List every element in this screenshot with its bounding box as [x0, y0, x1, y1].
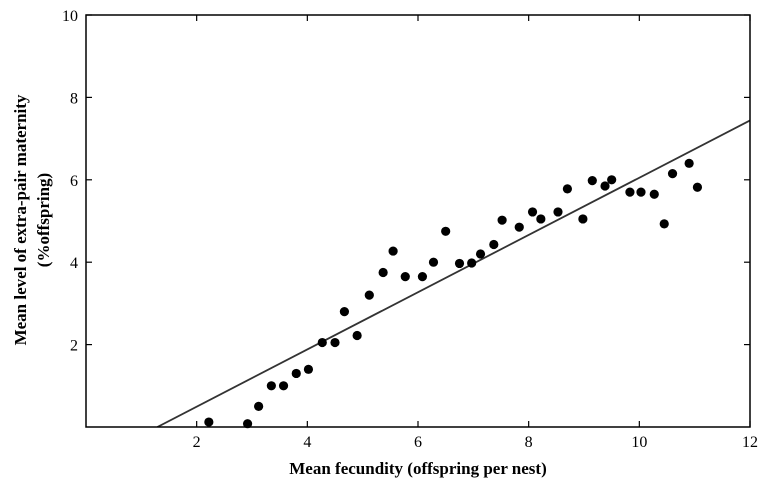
data-point	[578, 214, 588, 224]
data-point	[428, 257, 439, 267]
x-tick-label: 8	[525, 434, 533, 451]
data-point	[607, 175, 617, 185]
data-point	[364, 290, 374, 300]
data-point	[489, 239, 499, 250]
x-tick-label: 10	[631, 434, 647, 451]
y-axis-label-line-2: (%offspring)	[34, 173, 53, 267]
data-point	[400, 272, 410, 282]
data-point	[649, 189, 659, 199]
data-point	[291, 368, 301, 379]
data-point	[278, 381, 289, 391]
data-point	[339, 307, 350, 317]
data-point	[625, 187, 635, 197]
data-point	[242, 419, 253, 429]
x-tick-label: 6	[414, 434, 422, 451]
y-tick-label: 8	[70, 90, 78, 107]
data-point	[254, 401, 264, 411]
y-tick-label: 10	[62, 8, 78, 25]
y-tick-label: 4	[70, 255, 78, 272]
x-axis-label: Mean fecundity (offspring per nest)	[289, 459, 547, 478]
data-point	[553, 207, 563, 217]
data-point	[497, 215, 507, 225]
data-point	[417, 272, 428, 282]
y-tick-label: 6	[70, 173, 78, 190]
data-point	[266, 381, 276, 391]
data-point	[330, 337, 340, 348]
data-point	[684, 158, 694, 168]
data-point	[600, 181, 610, 191]
data-points	[204, 158, 703, 429]
data-point	[562, 184, 573, 194]
y-tick-label: 2	[70, 338, 78, 355]
data-point	[527, 207, 538, 217]
data-point	[475, 249, 486, 259]
data-point	[659, 219, 669, 229]
data-point	[204, 417, 214, 427]
x-tick-label: 2	[193, 434, 201, 451]
data-point	[317, 337, 327, 348]
data-point	[454, 258, 465, 269]
plot-area	[156, 119, 750, 427]
regression-line	[156, 119, 750, 427]
data-point	[378, 267, 388, 278]
data-point	[667, 169, 678, 179]
data-point	[352, 330, 362, 341]
data-point	[636, 187, 646, 197]
data-point	[467, 258, 477, 268]
data-point	[536, 214, 546, 224]
data-point	[587, 176, 597, 186]
data-point	[441, 226, 451, 236]
data-point	[692, 182, 703, 192]
plot-frame	[85, 14, 751, 428]
x-tick-label: 4	[303, 434, 311, 451]
data-point	[388, 246, 398, 256]
data-point	[303, 364, 314, 374]
y-axis-label-line-1: Mean level of extra-pair maternity	[11, 94, 30, 345]
axes: 2 4 6 8 10 12 2 4 6 8 10	[62, 8, 758, 451]
x-tick-label: 12	[742, 434, 758, 451]
data-point	[514, 222, 524, 232]
